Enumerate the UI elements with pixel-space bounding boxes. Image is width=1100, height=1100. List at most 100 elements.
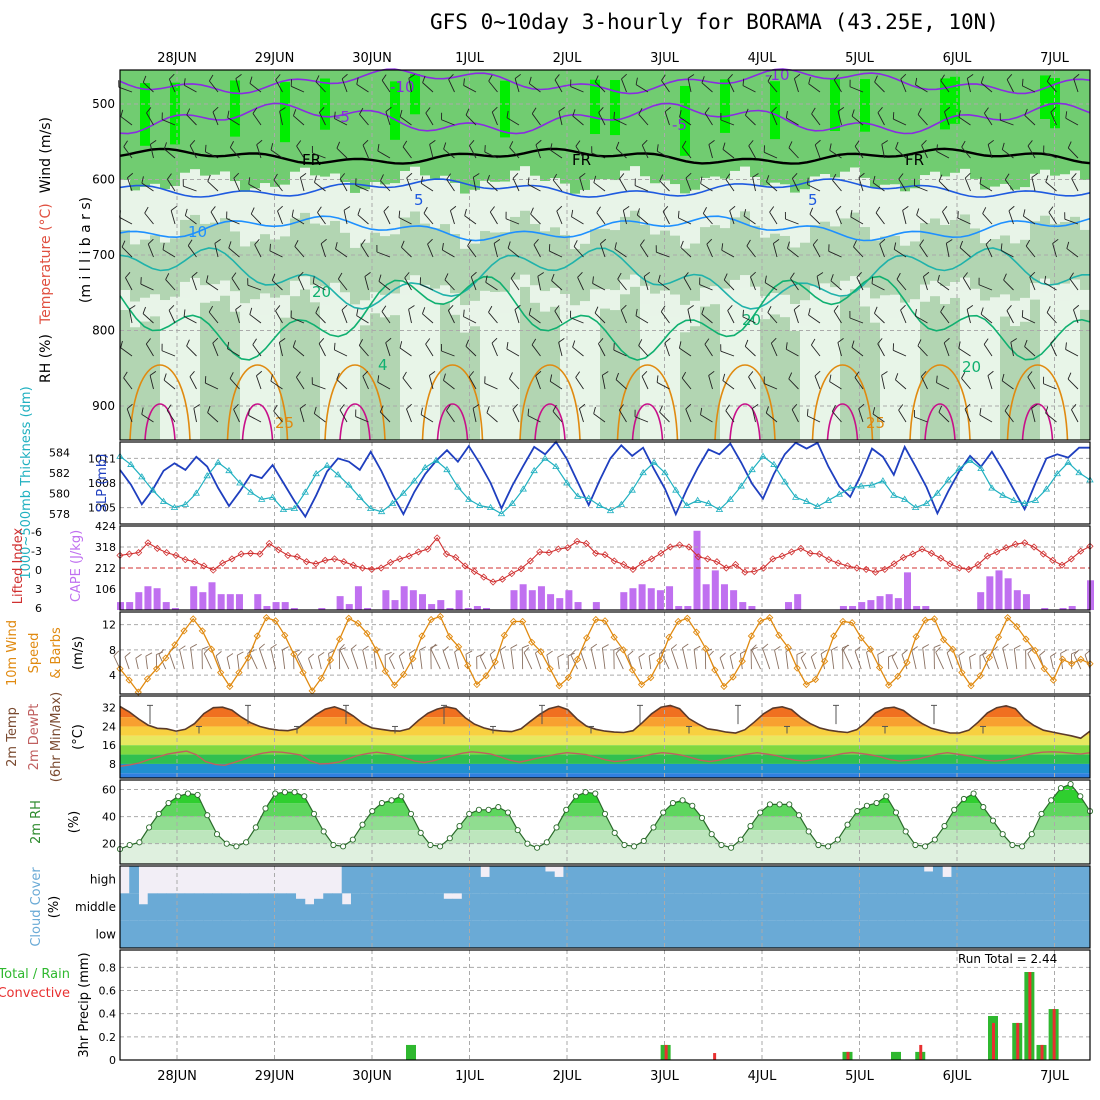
cloud-cell <box>212 893 223 921</box>
rh2m-marker <box>301 793 308 800</box>
surface-wind-barb <box>1073 649 1080 656</box>
wind-barb <box>1067 372 1072 380</box>
li-marker <box>993 548 1001 556</box>
wind-barb <box>467 245 477 258</box>
wind-barb <box>957 217 971 225</box>
wind-speed-marker <box>747 632 756 640</box>
wind-barb <box>914 416 928 423</box>
wind-barb <box>1001 373 1005 381</box>
rh2m-marker <box>330 841 337 849</box>
wind-ylabel: 10m Wind <box>5 620 20 686</box>
wind-barb <box>1024 339 1028 347</box>
surface-wind-barb <box>670 648 679 670</box>
wind-speed-marker <box>766 614 774 622</box>
wind-barb <box>700 183 713 192</box>
wind-barb <box>570 317 584 324</box>
cape-bar <box>208 582 216 610</box>
thickness-marker <box>148 486 157 493</box>
rh-band-cell <box>360 242 370 301</box>
wind-barb <box>979 408 982 416</box>
wind-barb <box>256 144 262 159</box>
precip-convective-bar <box>919 1044 923 1060</box>
cloud-cell <box>665 893 675 921</box>
cape-bar <box>528 590 536 610</box>
surface-wind-barb <box>389 652 395 659</box>
li-marker <box>144 539 152 547</box>
rh2m-marker <box>369 808 376 815</box>
wind-barb <box>879 238 886 245</box>
li-marker <box>806 549 814 557</box>
rh-band-cell <box>410 70 420 167</box>
wind-barb <box>362 376 369 390</box>
surface-wind-barb <box>1027 653 1036 670</box>
surface-wind-barb <box>1050 652 1057 657</box>
wind-barb <box>871 283 885 291</box>
wind-barb <box>809 213 821 225</box>
wind-barb <box>793 309 799 324</box>
rh-band-cell <box>500 312 510 440</box>
wind-barb <box>193 404 200 409</box>
wind-barb <box>227 117 240 126</box>
rh-band-cell <box>160 242 170 301</box>
wind-barb <box>531 344 541 357</box>
rh-band-cell <box>580 326 590 440</box>
wind-barb <box>812 244 821 258</box>
temp-ylabel: 2m DewPt <box>27 704 42 771</box>
wind-barb <box>120 347 133 357</box>
cloud-cell <box>979 920 989 948</box>
rh-band-cell <box>770 314 780 440</box>
thickness-marker <box>999 491 1007 498</box>
temperature-contour-25 <box>129 364 191 441</box>
rh2m-marker <box>553 824 560 831</box>
rh-band-cell <box>730 294 740 440</box>
wind-barb <box>959 247 971 258</box>
rh-band-cell <box>930 296 940 440</box>
temperature-contour-25 <box>1006 364 1069 441</box>
cloud-cell <box>1080 920 1091 948</box>
surface-wind-barb <box>258 648 267 670</box>
cloud-cell <box>628 920 638 948</box>
wind-barb <box>425 112 434 126</box>
wind-barb <box>512 178 520 192</box>
cloud-cell <box>461 920 472 948</box>
rh2m-marker <box>1057 785 1064 792</box>
wind-speed-marker <box>427 615 435 624</box>
wind-barb <box>1067 141 1072 149</box>
surface-wind-barb <box>719 657 725 670</box>
wind-barb <box>962 277 971 291</box>
wind-speed-marker <box>702 644 710 653</box>
wind-barb <box>1004 173 1010 180</box>
li-marker <box>1077 547 1085 555</box>
rh-band-cell <box>930 70 940 172</box>
wind-barb <box>877 107 883 113</box>
thickness-marker <box>257 495 266 502</box>
li-marker <box>825 556 833 564</box>
thickness-marker <box>475 501 484 508</box>
thickness-marker <box>966 456 974 463</box>
wind-barb <box>341 304 348 311</box>
wind-barb <box>727 305 733 311</box>
wind-barb <box>785 342 788 350</box>
rh-high-cell <box>140 83 150 146</box>
cloud-cell <box>683 920 694 948</box>
top-date-label: 5JUL <box>845 51 875 66</box>
wind-barb <box>507 241 511 249</box>
wind-speed-marker <box>1049 676 1058 684</box>
wind-barb <box>744 339 749 347</box>
wind-barb <box>444 273 449 280</box>
surface-wind-barb <box>800 657 807 670</box>
cape-bar <box>638 584 646 610</box>
wind-barb <box>292 340 296 348</box>
thickness-ylabel: 1000~500mb Thickness (dm) <box>19 386 34 579</box>
wind-barb <box>402 140 408 148</box>
wind-barb <box>832 173 837 181</box>
rh-band-cell <box>510 70 520 171</box>
wind-barb <box>1027 145 1036 159</box>
wind-barb <box>554 79 563 93</box>
wind-barb <box>1045 181 1057 192</box>
cloud-cell <box>424 920 435 948</box>
cape-bar <box>894 598 902 610</box>
cape-bar <box>217 594 225 610</box>
thickness-marker <box>541 454 549 461</box>
wind-barb <box>937 274 940 282</box>
